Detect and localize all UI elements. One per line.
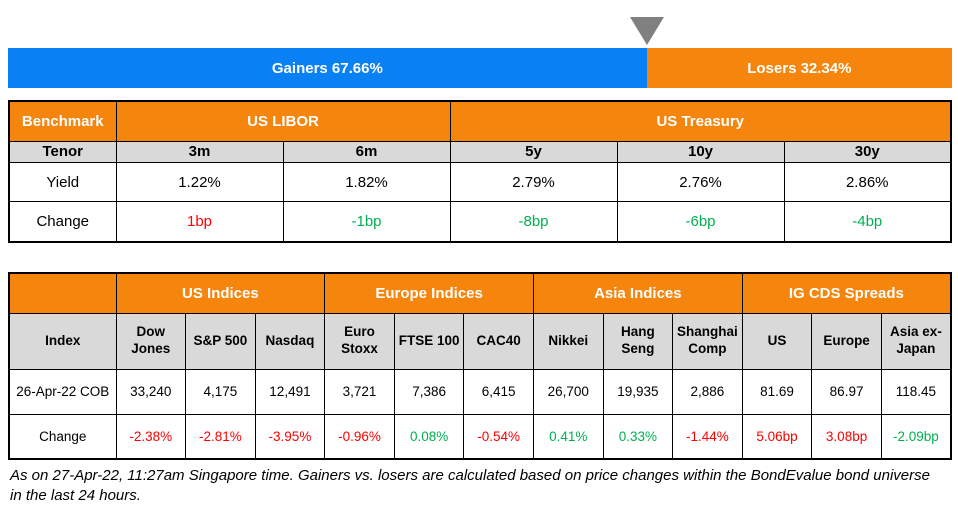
change-3m: 1bp bbox=[115, 201, 284, 243]
close-cds-europe: 86.97 bbox=[811, 368, 882, 415]
losers-label: Losers 32.34% bbox=[747, 59, 852, 77]
indices-corner-blank bbox=[8, 272, 117, 314]
col-header-cds-asia-ex-japan: Asia ex- Japan bbox=[880, 312, 952, 370]
change-shanghai-comp: -1.44% bbox=[672, 413, 743, 460]
col-header-cds-us: US bbox=[741, 312, 813, 370]
change-ftse100: 0.08% bbox=[393, 413, 465, 460]
col-header-nikkei: Nikkei bbox=[532, 312, 604, 370]
tenor-30y-header: 30y bbox=[783, 140, 952, 164]
us-treasury-group-header: US Treasury bbox=[449, 100, 952, 142]
change-hang-seng: 0.33% bbox=[602, 413, 674, 460]
indices-change-row-header: Change bbox=[8, 413, 117, 460]
yield-3m: 1.22% bbox=[115, 162, 284, 203]
yield-row-header: Yield bbox=[8, 162, 117, 203]
change-cac40: -0.54% bbox=[463, 413, 534, 460]
tenor-6m-header: 6m bbox=[282, 140, 451, 164]
close-euro-stoxx: 3,721 bbox=[324, 368, 395, 415]
col-header-euro-stoxx: Euro Stoxx bbox=[324, 312, 395, 370]
close-cac40: 6,415 bbox=[463, 368, 534, 415]
tenor-5y-header: 5y bbox=[449, 140, 618, 164]
tenor-10y-header: 10y bbox=[616, 140, 785, 164]
close-shanghai-comp: 2,886 bbox=[672, 368, 743, 415]
benchmark-corner-header: Benchmark bbox=[8, 100, 117, 142]
close-row-header: 26-Apr-22 COB bbox=[8, 368, 117, 415]
gainers-segment: Gainers 67.66% bbox=[8, 48, 647, 88]
close-nasdaq: 12,491 bbox=[254, 368, 326, 415]
change-5y: -8bp bbox=[449, 201, 618, 243]
losers-segment: Losers 32.34% bbox=[646, 48, 952, 88]
close-cds-us: 81.69 bbox=[741, 368, 813, 415]
col-header-cds-europe: Europe bbox=[811, 312, 882, 370]
change-10y: -6bp bbox=[616, 201, 785, 243]
indices-table: US Indices Europe Indices Asia Indices I… bbox=[8, 272, 952, 460]
change-cds-asia-ex-japan: -2.09bp bbox=[880, 413, 952, 460]
change-row-header: Change bbox=[8, 201, 117, 243]
europe-indices-group-header: Europe Indices bbox=[324, 272, 534, 314]
change-nasdaq: -3.95% bbox=[254, 413, 326, 460]
yield-6m: 1.82% bbox=[282, 162, 451, 203]
change-euro-stoxx: -0.96% bbox=[324, 413, 395, 460]
close-hang-seng: 19,935 bbox=[602, 368, 674, 415]
change-cds-us: 5.06bp bbox=[741, 413, 813, 460]
tenor-3m-header: 3m bbox=[115, 140, 284, 164]
footnote-text: As on 27-Apr-22, 11:27am Singapore time.… bbox=[10, 467, 930, 505]
change-6m: -1bp bbox=[282, 201, 451, 243]
close-cds-asia-ex-japan: 118.45 bbox=[880, 368, 952, 415]
col-header-sp500: S&P 500 bbox=[185, 312, 256, 370]
yield-10y: 2.76% bbox=[616, 162, 785, 203]
col-header-shanghai-comp: Shanghai Comp bbox=[672, 312, 743, 370]
col-header-ftse100: FTSE 100 bbox=[393, 312, 465, 370]
close-nikkei: 26,700 bbox=[532, 368, 604, 415]
gainers-label: Gainers 67.66% bbox=[271, 59, 383, 77]
change-cds-europe: 3.08bp bbox=[811, 413, 882, 460]
us-indices-group-header: US Indices bbox=[115, 272, 326, 314]
us-libor-group-header: US LIBOR bbox=[115, 100, 451, 142]
position-marker-icon bbox=[630, 17, 664, 45]
change-nikkei: 0.41% bbox=[532, 413, 604, 460]
index-row-header: Index bbox=[8, 312, 117, 370]
ig-cds-spreads-group-header: IG CDS Spreads bbox=[741, 272, 952, 314]
gainers-losers-bar: Gainers 67.66% Losers 32.34% bbox=[8, 48, 952, 88]
col-header-hang-seng: Hang Seng bbox=[602, 312, 674, 370]
close-dow-jones: 33,240 bbox=[115, 368, 187, 415]
yield-30y: 2.86% bbox=[783, 162, 952, 203]
close-sp500: 4,175 bbox=[185, 368, 256, 415]
tenor-row-header: Tenor bbox=[8, 140, 117, 164]
asia-indices-group-header: Asia Indices bbox=[532, 272, 743, 314]
benchmark-table: Benchmark US LIBOR US Treasury Tenor 3m … bbox=[8, 100, 952, 243]
yield-5y: 2.79% bbox=[449, 162, 618, 203]
col-header-nasdaq: Nasdaq bbox=[254, 312, 326, 370]
change-sp500: -2.81% bbox=[185, 413, 256, 460]
col-header-dow-jones: Dow Jones bbox=[115, 312, 187, 370]
change-30y: -4bp bbox=[783, 201, 952, 243]
close-ftse100: 7,386 bbox=[393, 368, 465, 415]
col-header-cac40: CAC40 bbox=[463, 312, 534, 370]
change-dow-jones: -2.38% bbox=[115, 413, 187, 460]
